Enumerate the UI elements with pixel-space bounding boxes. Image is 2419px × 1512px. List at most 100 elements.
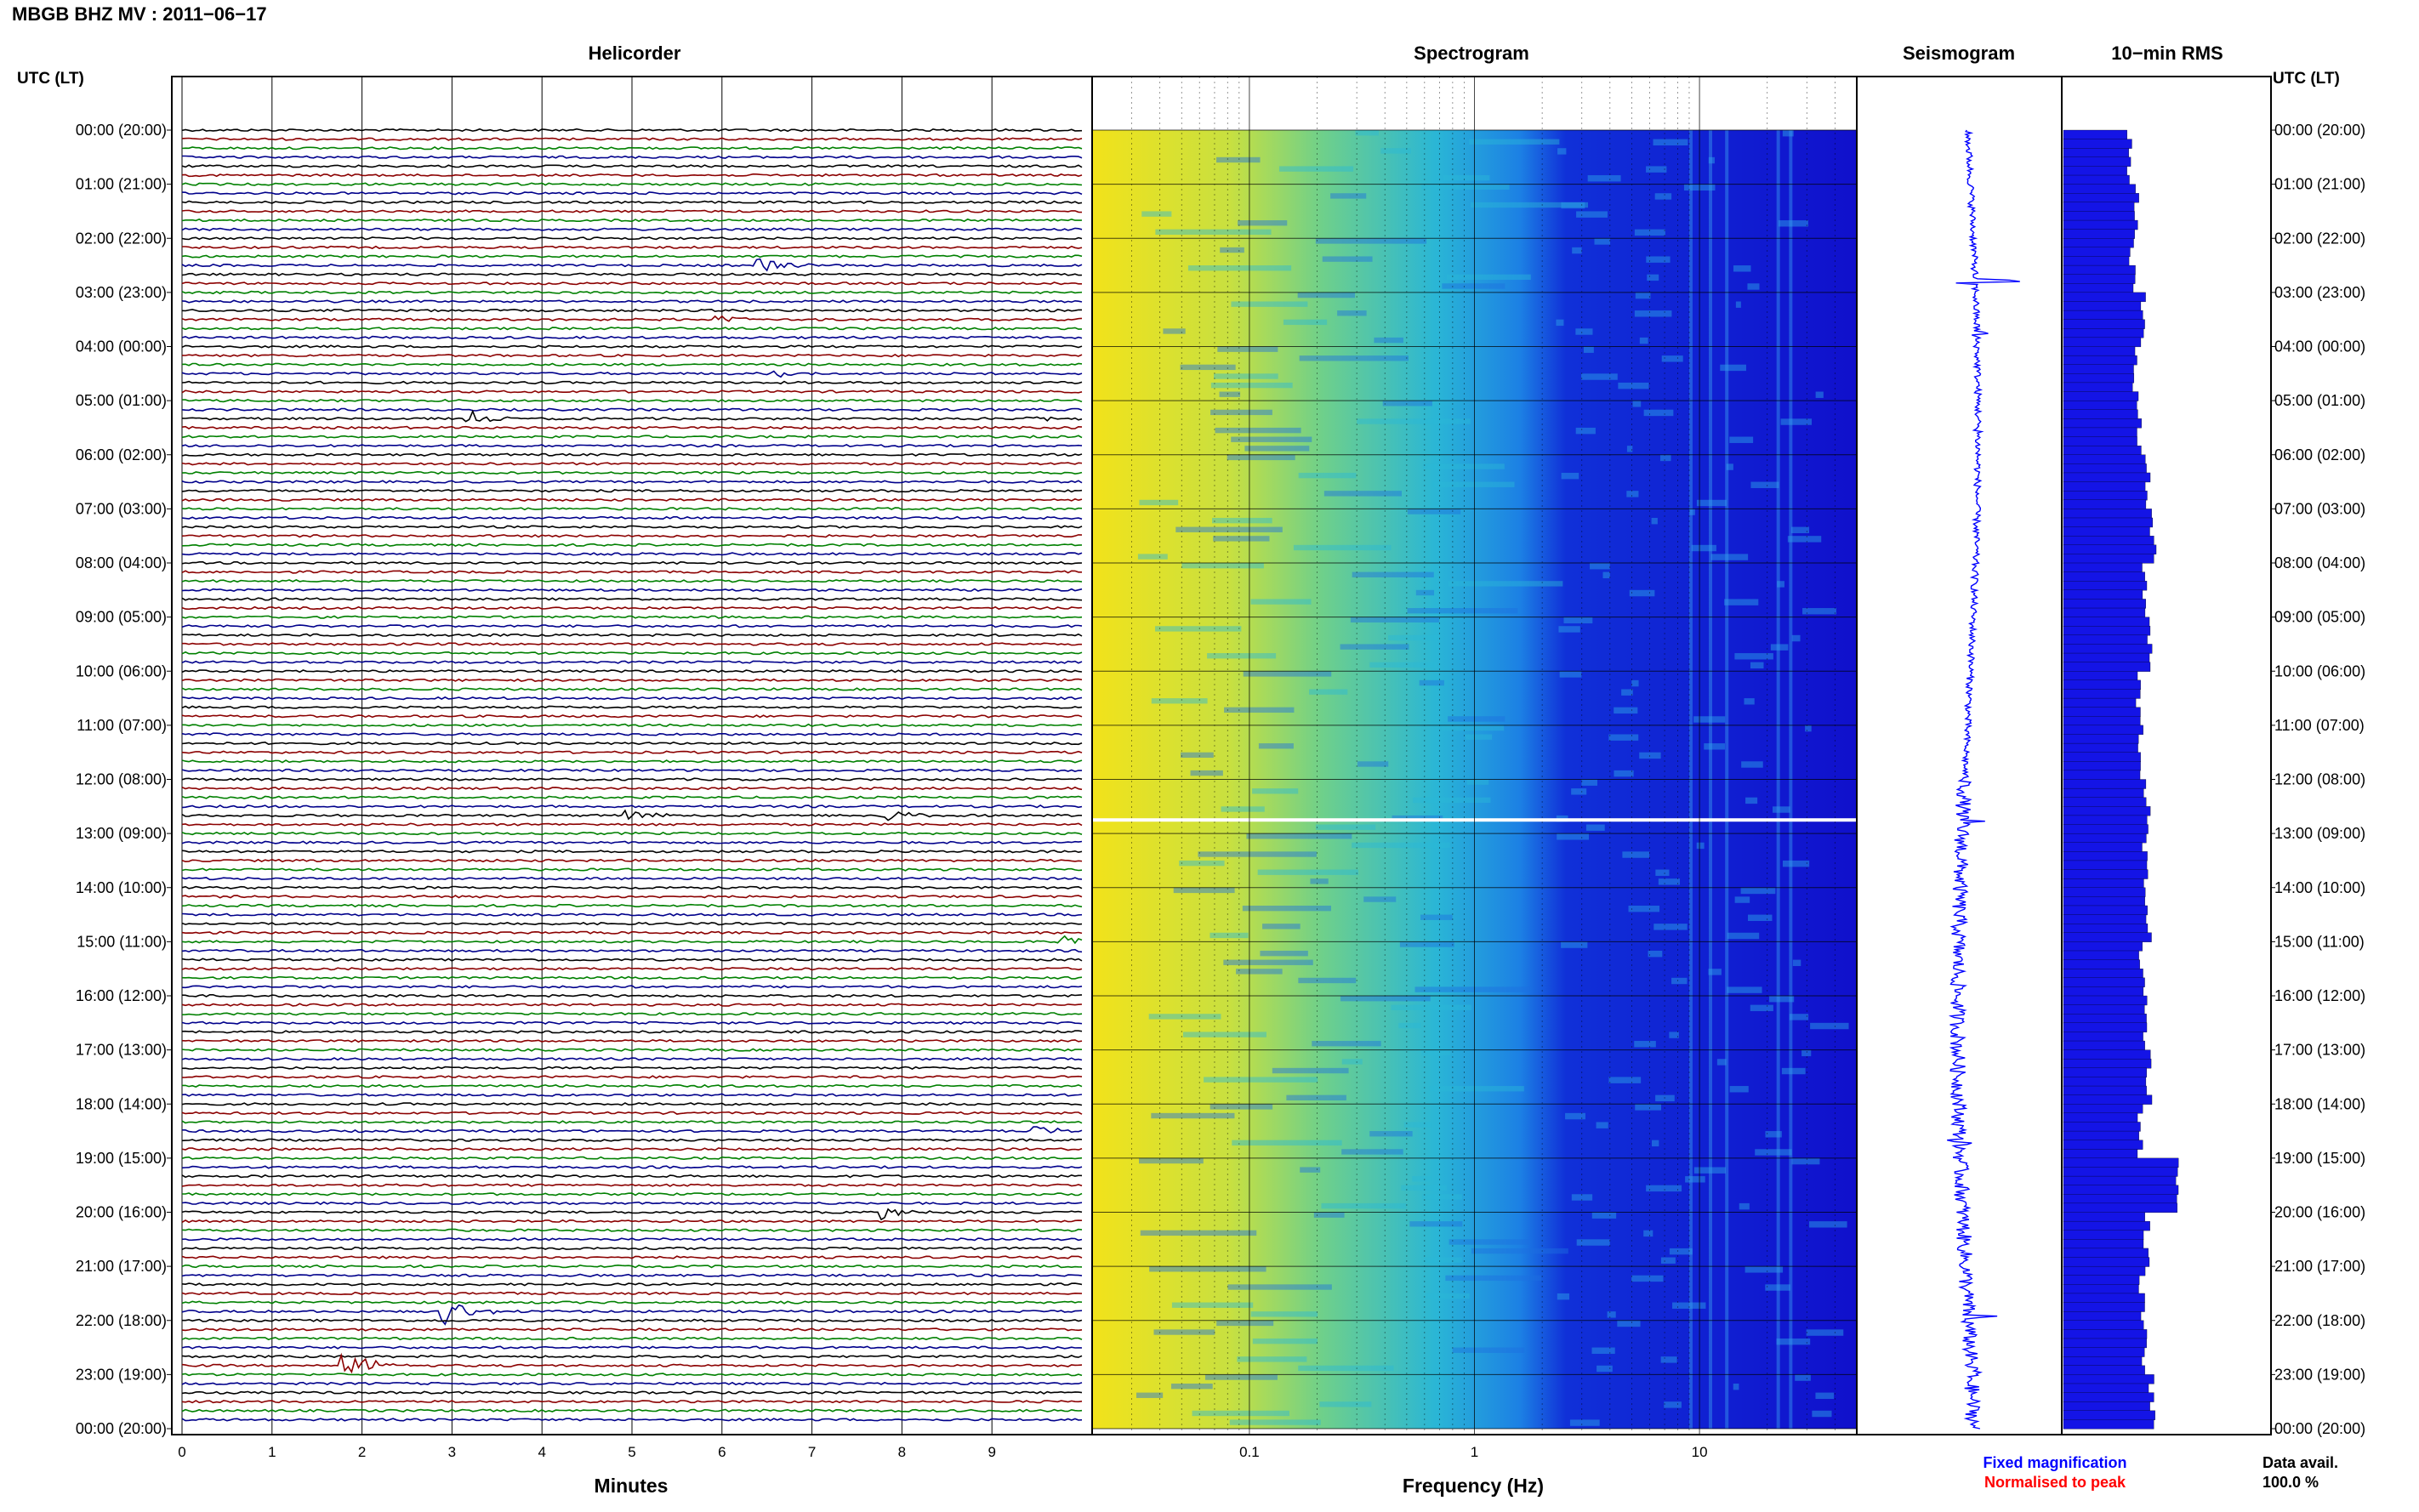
spectrogram-cell [1618,382,1649,389]
helicorder-trace [181,624,1083,628]
rms-bar [2063,445,2142,456]
spectrogram-cell [1420,914,1453,920]
minutes-tick-label: 1 [268,1444,276,1460]
spectrogram-cell [1369,1131,1413,1137]
spectrogram-cell [1412,1176,1431,1182]
spectrogram-cell [1602,571,1610,579]
rms-bar [2063,1220,2150,1231]
helicorder-trace [181,1327,1083,1332]
rms-bar [2063,355,2137,366]
rms-bar [2063,1347,2145,1357]
helicorder-trace [181,1300,1083,1305]
spectrogram-cell [1747,914,1773,921]
helicorder-trace [181,470,1083,475]
panel-title-seismogram: Seismogram [1903,43,2015,64]
rms-bar [2063,166,2127,176]
spectrogram-cell [1341,1149,1403,1155]
rms-bar [2063,581,2148,591]
spectrogram-cell [1442,283,1505,289]
spectrogram-cell [1587,175,1621,182]
hour-label: 17:00 (13:00) [76,1042,167,1059]
rms-bar [2063,1302,2145,1312]
helicorder-trace [181,543,1083,547]
spectrogram-cell [1192,1410,1289,1417]
rms-bar [2063,662,2151,672]
spectrogram-cell [1590,563,1610,570]
spectrogram-cell [1252,1338,1318,1344]
spectrogram-cell [1250,1311,1318,1317]
spectrogram-cell [1448,581,1563,587]
rms-bar [2063,995,2148,1006]
spectrogram-cell [1691,544,1716,552]
hour-label: 06:00 (02:00) [2274,446,2365,463]
spectrogram-cell [1781,1067,1806,1075]
hour-label: 21:00 (17:00) [76,1258,167,1275]
hour-label: 00:00 (20:00) [76,122,167,139]
rms-bar [2063,1175,2177,1186]
spectrogram-cell [1733,1383,1739,1390]
helicorder-trace [181,560,1083,566]
spectrogram-cell [1802,608,1836,615]
spectrogram-cell [1229,1419,1321,1425]
spectrogram-cell [1646,1185,1682,1192]
spectrogram-cell [1321,1202,1407,1209]
helicorder-trace [181,1352,1083,1374]
rms-bar [2063,364,2134,374]
spectrogram-cell [1773,806,1790,813]
spectrogram-cell [1155,626,1242,632]
seismogram-trace [1947,129,2020,1430]
helicorder-trace [181,1291,1083,1296]
helicorder-trace [181,1111,1083,1116]
spectrogram-cell [1557,148,1567,155]
spectrogram-cell [1374,337,1403,344]
spectrogram-cell [1471,1248,1568,1254]
spectrogram-cell [1769,996,1795,1003]
helicorder-trace [181,975,1083,980]
hour-label: 00:00 (20:00) [2274,1420,2365,1437]
hour-label: 09:00 (05:00) [2274,609,2365,626]
spectrogram-cell [1634,310,1672,317]
rms-bar [2063,1085,2147,1096]
spectrogram-cell [1639,752,1661,759]
spectrogram-cell [1357,761,1389,767]
spectrogram-cell [1572,247,1582,254]
rms-bar [2063,491,2148,501]
rms-bar [2063,1356,2143,1367]
spectrogram-cell [1660,1356,1677,1363]
rms-bar [2063,779,2147,789]
spectrogram-cell [1429,1086,1524,1092]
spectrogram-cell [1403,1122,1432,1128]
rms-bar [2063,174,2130,185]
helicorder-trace [181,409,1083,423]
rms-bar [2063,761,2141,771]
spectrogram-cell [1471,202,1589,208]
hour-label: 13:00 (09:00) [2274,825,2365,842]
spectrogram-cell [1720,364,1746,372]
helicorder-trace [181,200,1083,205]
spectrogram-cell [1805,725,1812,732]
helicorder-trace [181,1345,1083,1350]
spectrogram-cell [1319,1401,1372,1407]
rms-bar [2063,1112,2138,1123]
rms-bar [2063,139,2132,149]
spectrogram-cell [1575,427,1596,435]
spectrogram-cell [1744,698,1755,705]
rms-bar [2063,617,2150,627]
rms-bar [2063,1320,2144,1330]
spectrogram-cell [1139,1157,1204,1164]
rms-bar [2063,400,2137,411]
spectrogram-cell [1727,986,1762,993]
legend-normalised-to-peak: Normalised to peak [1984,1474,2126,1491]
rms-bar [2063,526,2150,537]
helicorder-trace [181,777,1083,782]
hour-label: 03:00 (23:00) [2274,284,2365,301]
spectrogram-cell [1669,1032,1679,1038]
spectrogram-cell [1350,617,1440,622]
spectrogram-cell [1789,1014,1809,1020]
spectrogram-cell [1139,499,1179,506]
spectrogram-cell [1634,1041,1656,1048]
spectrogram-cell [1153,1329,1215,1335]
rms-bar [2063,1104,2143,1114]
spectrogram-cell [1207,653,1277,659]
minutes-tick-label: 8 [898,1444,906,1460]
